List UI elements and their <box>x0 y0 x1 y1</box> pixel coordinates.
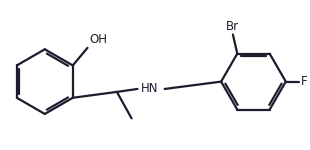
Text: Br: Br <box>226 20 239 33</box>
Text: F: F <box>300 75 307 88</box>
Text: HN: HN <box>140 82 158 95</box>
Text: OH: OH <box>89 33 107 46</box>
